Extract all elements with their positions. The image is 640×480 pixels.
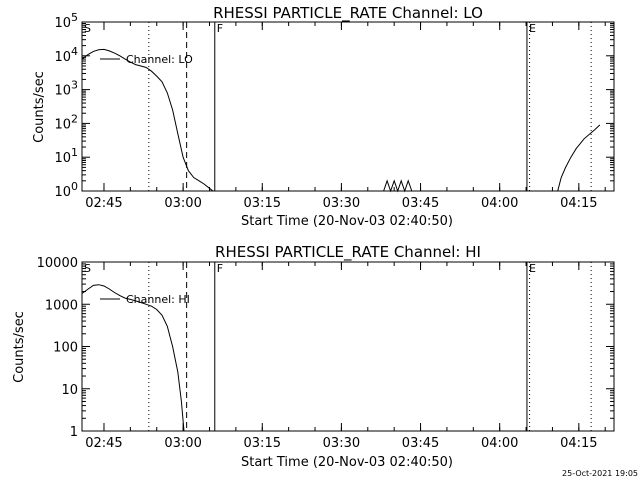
chart-title: RHESSI PARTICLE_RATE Channel: HI [215, 243, 481, 262]
x-tick-label: 03:00 [164, 196, 201, 211]
y-tick-label: 1 [70, 425, 78, 440]
series-line [81, 284, 185, 432]
chart-title: RHESSI PARTICLE_RATE Channel: LO [213, 4, 483, 23]
plot-frame [81, 261, 615, 432]
y-tick-label: 100 [53, 341, 78, 356]
y-tick-label: 1000 [45, 298, 78, 313]
legend-label: Channel: LO [126, 53, 193, 66]
x-tick-label: 03:15 [244, 436, 281, 451]
x-tick-label: 04:00 [481, 436, 518, 451]
event-marker-label: F [217, 22, 223, 35]
event-marker-label: S [84, 262, 91, 275]
x-tick-label: 03:30 [323, 436, 360, 451]
x-axis-label: Start Time (20-Nov-03 02:40:50) [241, 455, 453, 470]
y-tick-label: 104 [54, 45, 78, 65]
series-line [557, 124, 601, 192]
x-tick-label: 04:15 [560, 436, 597, 451]
x-tick-label: 03:45 [402, 196, 439, 211]
y-tick-label: 105 [54, 11, 78, 31]
x-tick-label: 03:00 [164, 436, 201, 451]
x-axis-label: Start Time (20-Nov-03 02:40:50) [241, 214, 453, 229]
y-tick-label: 103 [54, 79, 78, 99]
timestamp: 25-Oct-2021 19:05 [562, 469, 638, 478]
x-tick-label: 02:45 [85, 436, 122, 451]
y-axis-label: Counts/sec [12, 311, 27, 383]
x-tick-label: 04:00 [481, 196, 518, 211]
y-axis-label: Counts/sec [32, 71, 47, 143]
y-tick-label: 102 [54, 112, 78, 132]
y-tick-label: 10 [61, 383, 78, 398]
event-marker-label: E [529, 22, 536, 35]
legend-label: Channel: HI [126, 293, 190, 306]
y-tick-label: 100 [54, 180, 78, 200]
x-tick-label: 04:15 [560, 196, 597, 211]
chart-panel-lo: RHESSI PARTICLE_RATE Channel: LO Start T… [32, 4, 615, 229]
x-tick-label: 03:30 [323, 196, 360, 211]
x-tick-label: 03:15 [244, 196, 281, 211]
event-marker-label: E [529, 262, 536, 275]
x-tick-label: 02:45 [85, 196, 122, 211]
x-tick-label: 03:45 [402, 436, 439, 451]
series-line [383, 179, 413, 193]
series-line [81, 48, 214, 192]
event-marker-label: F [217, 262, 223, 275]
y-tick-label: 10000 [37, 256, 78, 271]
chart-panel-hi: RHESSI PARTICLE_RATE Channel: HI Start T… [12, 243, 615, 470]
y-tick-label: 101 [54, 146, 78, 166]
event-marker-label: S [84, 22, 91, 35]
plot-frame [81, 21, 615, 192]
